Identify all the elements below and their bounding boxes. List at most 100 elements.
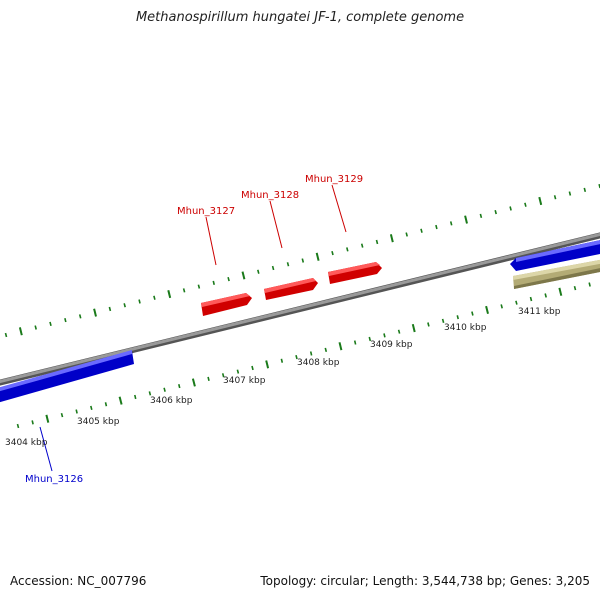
minor-tick [31,420,34,425]
minor-tick [515,300,518,305]
minor-tick [509,206,512,211]
minor-tick [420,228,423,233]
major-tick [315,252,320,261]
ruler-label: 3408 kbp [297,358,340,368]
minor-tick [123,303,126,308]
minor-tick [60,413,64,418]
forward-tick-track [4,183,600,338]
minor-tick [524,202,527,207]
gene-label-leaders [39,184,347,472]
minor-tick [573,286,577,291]
accession-text: Accession: NC_007796 [10,574,147,588]
minor-tick [251,365,254,371]
minor-tick [64,318,67,323]
minor-tick [471,311,474,316]
minor-tick [236,369,240,374]
ruler-label: 3411 kbp [518,307,561,317]
major-tick [191,378,196,387]
minor-tick [301,258,305,263]
genome-summary-text: Topology: circular; Length: 3,544,738 bp… [260,574,590,588]
gene-label-Mhun_3126: Mhun_3126 [25,474,83,485]
minor-tick [568,191,572,196]
minor-tick [134,394,137,400]
minor-tick [588,282,591,287]
minor-tick [583,187,587,192]
major-tick [167,289,172,299]
minor-tick [138,299,141,304]
minor-tick [544,293,547,298]
major-tick [485,305,489,315]
minor-tick [78,314,82,319]
major-tick [45,414,50,423]
minor-tick [346,247,349,252]
minor-tick [368,336,372,342]
minor-tick [227,277,230,282]
ruler-label: 3409 kbp [370,340,413,350]
major-tick [389,234,394,243]
minor-tick [163,387,166,392]
gene-Mhun_3127[interactable] [201,293,252,316]
minor-tick [4,332,8,338]
minor-tick [90,405,93,410]
minor-tick [500,304,503,309]
minor-tick [75,409,78,414]
minor-tick [16,423,20,429]
map-title: Methanospirillum hungatei JF-1, complete… [135,10,465,25]
minor-tick [324,347,328,352]
major-tick [18,327,23,336]
minor-tick [108,306,112,312]
gene-label-Mhun_3127: Mhun_3127 [177,206,235,217]
minor-tick [257,269,260,274]
minor-tick [309,351,313,356]
reverse-tick-track [16,282,591,429]
minor-tick [207,376,210,381]
minor-tick [104,402,108,407]
major-tick [338,342,343,351]
major-tick [265,360,270,369]
minor-tick [427,322,430,327]
gene-label-Mhun_3128: Mhun_3128 [241,190,299,201]
ruler-label: 3407 kbp [223,376,266,386]
minor-tick [178,384,181,389]
minor-tick [375,239,379,245]
minor-tick [49,321,52,326]
major-tick [411,323,416,333]
gene-Mhun_3129[interactable] [328,262,382,284]
minor-tick [197,284,201,289]
minor-tick [295,354,298,360]
minor-tick [397,329,401,334]
major-tick [93,308,97,317]
major-tick [464,215,468,224]
major-tick [241,271,246,280]
minor-tick [280,358,284,363]
minor-tick [271,265,275,271]
minor-tick [221,373,225,378]
genome-backbone [0,232,600,386]
minor-tick [34,325,37,330]
minor-tick [405,232,408,237]
ruler-label: 3410 kbp [444,323,487,333]
ruler-label: 3405 kbp [77,417,120,427]
major-tick [558,287,563,296]
major-tick [118,396,123,405]
minor-tick [456,315,459,320]
minor-tick [148,391,152,396]
minor-tick [479,213,483,218]
ruler-label: 3406 kbp [150,396,193,406]
gene-Mhun_3126[interactable] [0,350,134,405]
minor-tick [553,195,557,200]
feature-other [513,259,600,289]
gene-reverse-right[interactable] [510,238,600,271]
minor-tick [383,333,386,338]
minor-tick [153,295,156,300]
minor-tick [182,288,186,293]
minor-tick [331,250,334,256]
minor-tick [494,210,497,215]
gene-label-Mhun_3129: Mhun_3129 [305,174,363,185]
minor-tick [353,340,357,345]
minor-tick [529,296,533,302]
gene-Mhun_3128[interactable] [264,278,318,300]
minor-tick [286,262,290,267]
